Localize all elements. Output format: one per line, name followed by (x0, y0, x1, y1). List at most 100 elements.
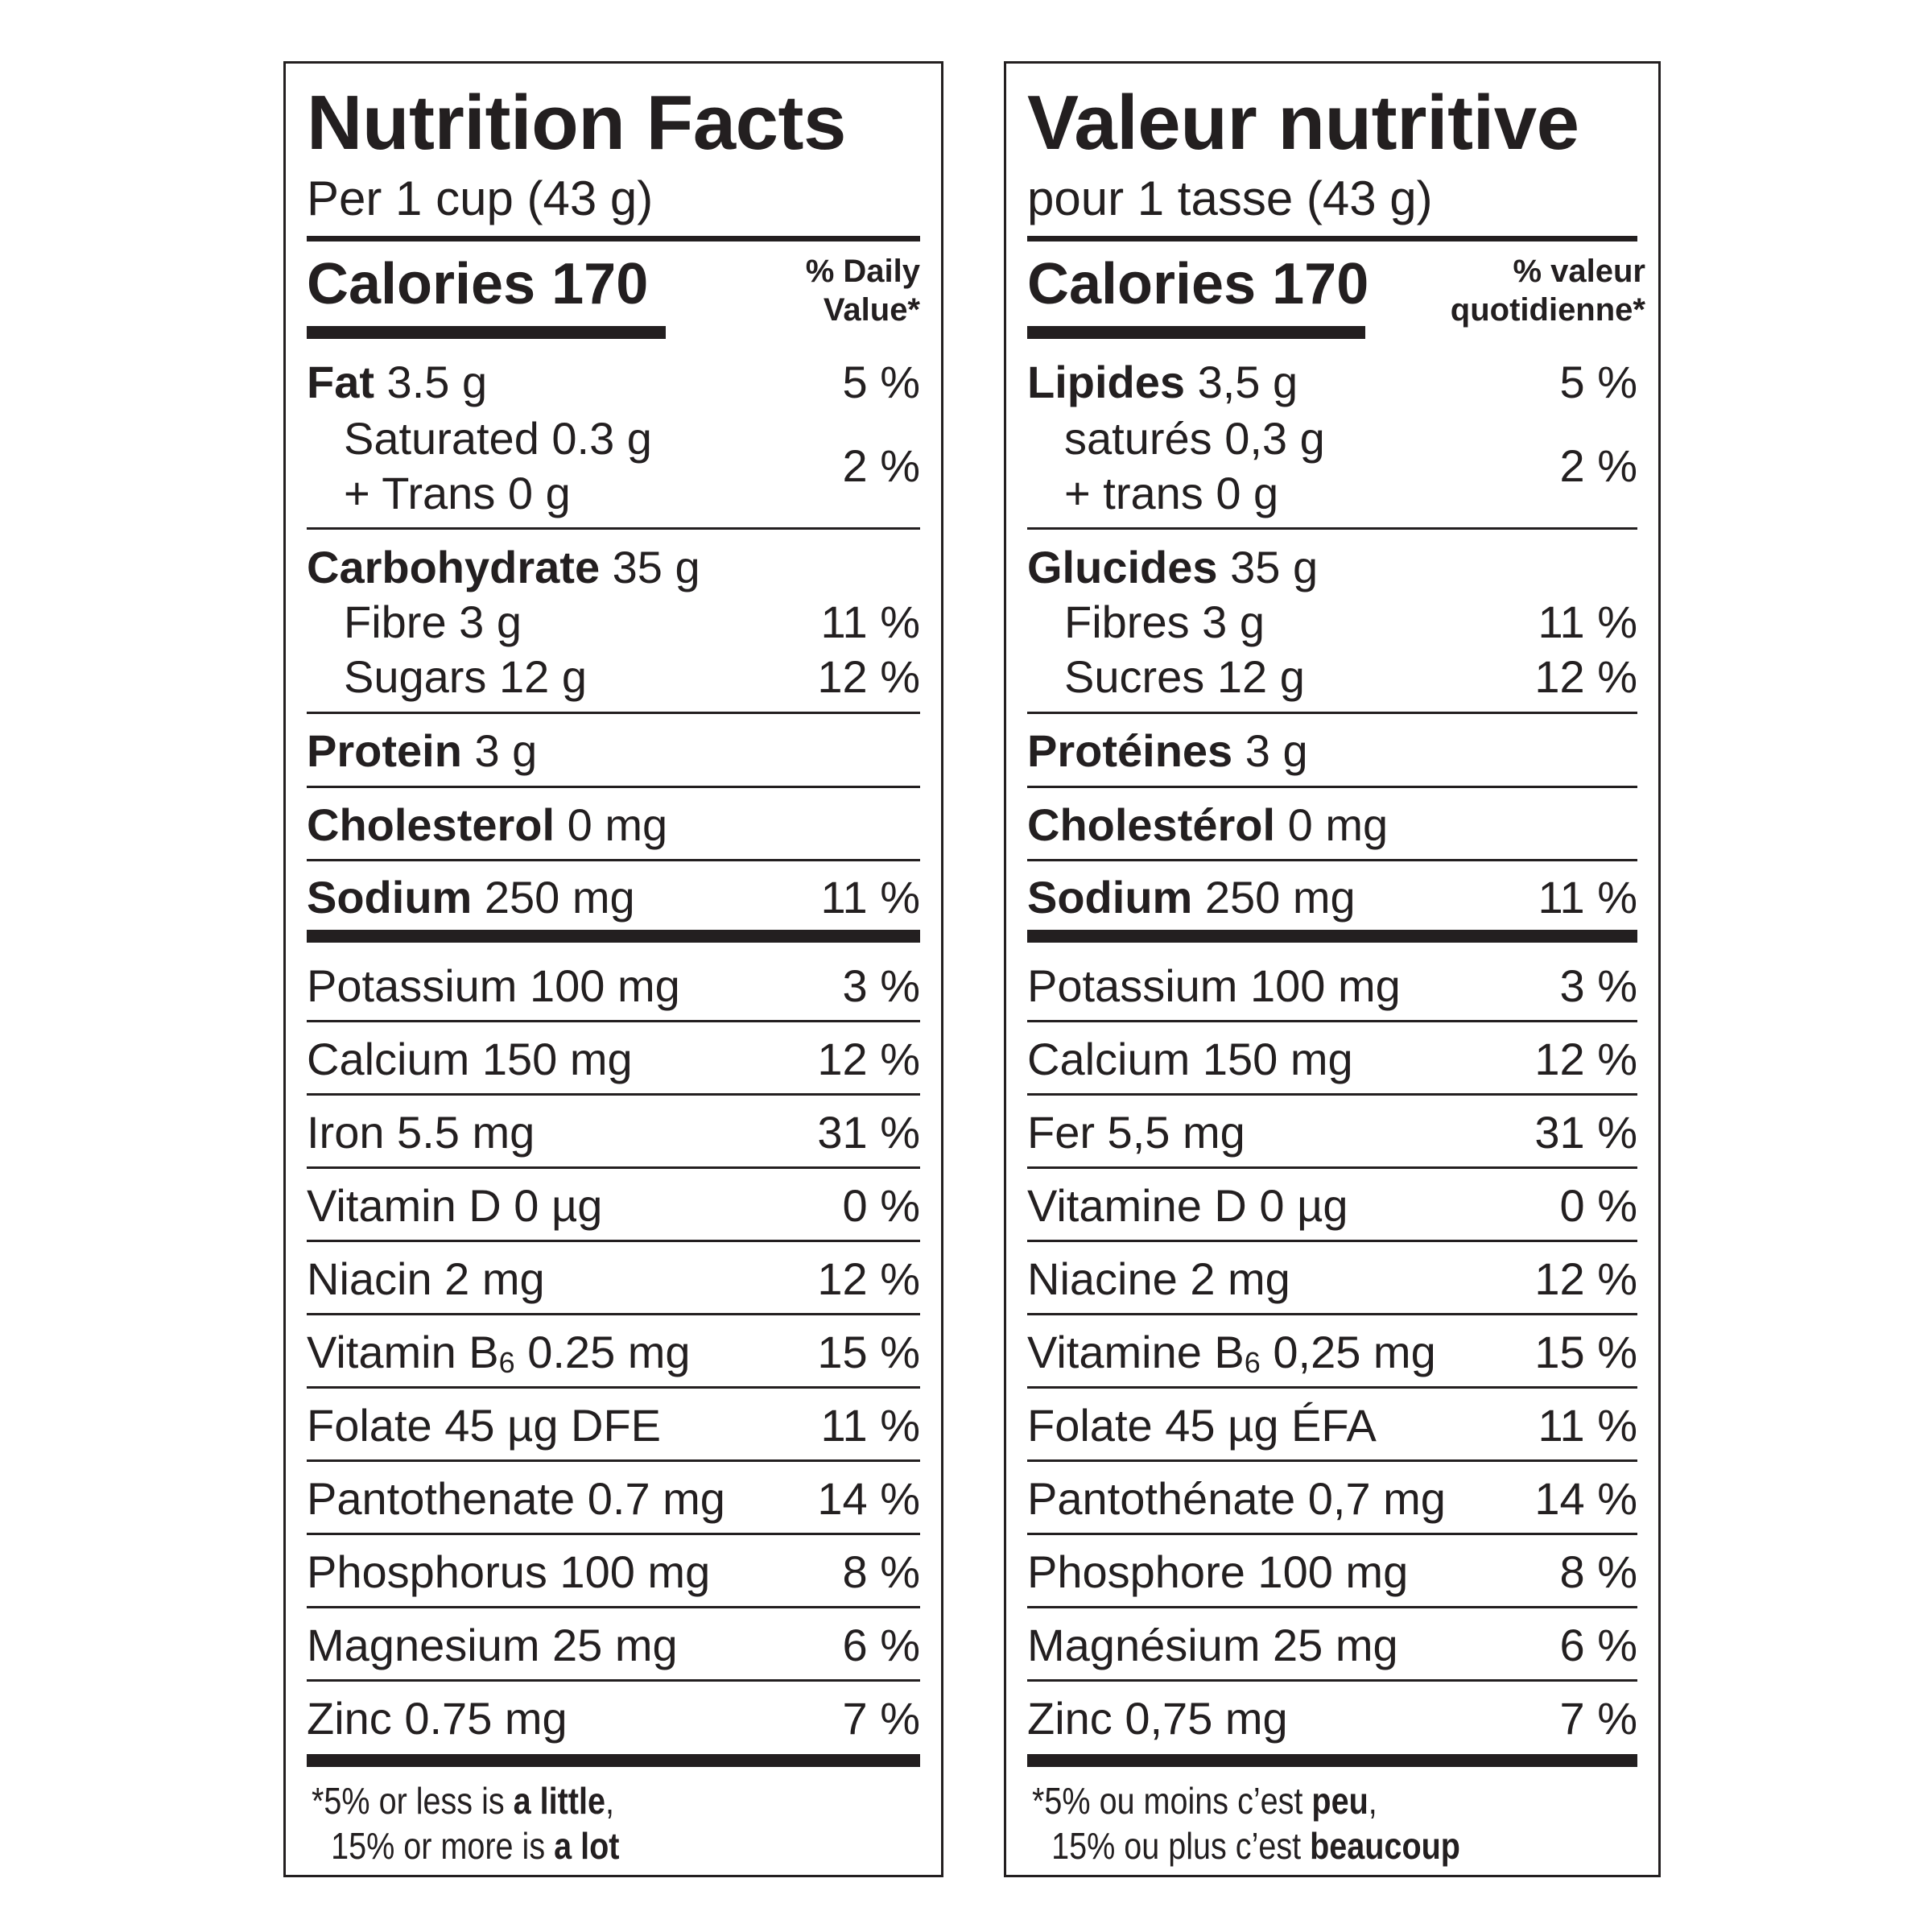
divider (307, 1020, 920, 1022)
folate-row: Folate 45 µg DFE (307, 1400, 662, 1451)
sodium-row: Sodium 250 mg (307, 875, 635, 920)
divider (1027, 786, 1637, 788)
footnote-emphasis: a lot (554, 1825, 620, 1867)
calories-bar (307, 326, 666, 339)
pantothenate-percent: 14 % (1534, 1473, 1637, 1524)
iron-percent: 31 % (1534, 1107, 1637, 1158)
divider (1027, 1093, 1637, 1096)
divider (1027, 1386, 1637, 1389)
thick-divider (1027, 1754, 1637, 1767)
sodium-label: Sodium (1027, 872, 1193, 923)
potassium-row: Potassium 100 mg (1027, 960, 1401, 1011)
fat-label: Fat (307, 357, 374, 407)
vitamin-b6-row: Vitamine B6 0,25 mg (1027, 1330, 1436, 1377)
serving-size: pour 1 tasse (43 g) (1027, 171, 1433, 225)
divider (1027, 1459, 1637, 1462)
footnote-line1: *5% ou moins c’est peu, (1032, 1778, 1460, 1823)
vitamin-d-row: Vitamine D 0 µg (1027, 1180, 1348, 1231)
footnote-line1: *5% or less is a little, (312, 1778, 619, 1823)
serving-size: Per 1 cup (43 g) (307, 171, 654, 225)
calcium-percent: 12 % (817, 1034, 920, 1084)
niacin-percent: 12 % (817, 1253, 920, 1304)
divider (1027, 1166, 1637, 1169)
vitamin-d-percent: 0 % (842, 1180, 921, 1231)
phosphorus-percent: 8 % (842, 1546, 921, 1597)
divider (1027, 1313, 1637, 1315)
divider (307, 527, 920, 530)
divider (1027, 859, 1637, 861)
protein-label: Protéines (1027, 725, 1233, 776)
divider (1027, 1020, 1637, 1022)
fat-amount: 3,5 g (1185, 357, 1298, 407)
fibre-percent: 11 % (820, 597, 920, 647)
folate-row: Folate 45 µg ÉFA (1027, 1400, 1377, 1451)
thick-divider (307, 930, 920, 943)
sodium-row: Sodium 250 mg (1027, 875, 1356, 920)
nutrition-facts-panel-en: Nutrition Facts Per 1 cup (43 g) Calorie… (283, 61, 943, 1877)
magnesium-row: Magnesium 25 mg (307, 1620, 678, 1670)
footnote: *5% ou moins c’est peu, 15% ou plus c’es… (1032, 1778, 1460, 1868)
trans-fat-row: + Trans 0 g (344, 468, 571, 518)
footnote-text: , (605, 1780, 614, 1822)
fibre-row: Fibres 3 g (1064, 597, 1265, 647)
calcium-percent: 12 % (1534, 1034, 1637, 1084)
divider (307, 1606, 920, 1608)
footnote: *5% or less is a little, 15% or more is … (312, 1778, 619, 1868)
footnote-text: 15% or more is (331, 1825, 555, 1867)
daily-value-header-line2: Value* (823, 292, 920, 328)
fat-row: Lipides 3,5 g (1027, 360, 1298, 405)
fibre-row: Fibre 3 g (344, 597, 522, 647)
daily-value-header-line2: quotidienne* (1450, 292, 1645, 328)
calcium-row: Calcium 150 mg (307, 1034, 633, 1084)
pantothenate-row: Pantothenate 0.7 mg (307, 1473, 725, 1524)
zinc-percent: 7 % (842, 1693, 921, 1744)
iron-percent: 31 % (817, 1107, 920, 1158)
sugars-percent: 12 % (817, 651, 920, 702)
saturated-trans-percent: 2 % (1559, 440, 1638, 491)
carbohydrate-label: Glucides (1027, 542, 1218, 592)
cholesterol-label: Cholestérol (1027, 799, 1276, 850)
vitamin-b6-row: Vitamin B6 0.25 mg (307, 1330, 691, 1377)
vitamin-b6-label: Vitamin B (307, 1327, 499, 1377)
zinc-percent: 7 % (1559, 1693, 1638, 1744)
footnote-emphasis: peu (1311, 1780, 1368, 1822)
pantothenate-row: Pantothénate 0,7 mg (1027, 1473, 1446, 1524)
calories-label: Calories 170 (307, 252, 649, 316)
footnote-text: , (1368, 1780, 1377, 1822)
thick-divider (307, 1754, 920, 1767)
fat-amount: 3.5 g (374, 357, 488, 407)
daily-value-header: % valeur quotidienne* (1451, 252, 1645, 329)
divider (307, 1679, 920, 1682)
saturated-trans-percent: 2 % (842, 440, 921, 491)
vitamin-b6-subscript: 6 (1244, 1346, 1261, 1379)
thick-divider (1027, 930, 1637, 943)
fat-row: Fat 3.5 g (307, 360, 487, 405)
sodium-amount: 250 mg (472, 872, 635, 923)
daily-value-header: % Daily Value* (806, 252, 920, 329)
fat-label: Lipides (1027, 357, 1186, 407)
protein-row: Protein 3 g (307, 729, 537, 774)
divider (307, 1093, 920, 1096)
divider (1027, 236, 1637, 242)
carbohydrate-row: Glucides 35 g (1027, 545, 1318, 590)
sodium-label: Sodium (307, 872, 473, 923)
daily-value-header-line1: % Daily (805, 254, 920, 289)
zinc-row: Zinc 0,75 mg (1027, 1693, 1288, 1744)
protein-amount: 3 g (1232, 725, 1308, 776)
carbohydrate-label: Carbohydrate (307, 542, 601, 592)
vitamin-b6-percent: 15 % (817, 1327, 920, 1377)
divider (307, 236, 920, 242)
zinc-row: Zinc 0.75 mg (307, 1693, 568, 1744)
sodium-percent: 11 % (1538, 872, 1637, 923)
vitamin-b6-amount: 0.25 mg (514, 1327, 691, 1377)
saturated-fat-row: Saturated 0.3 g (344, 413, 652, 464)
phosphorus-percent: 8 % (1559, 1546, 1638, 1597)
footnote-line2: 15% ou plus c’est beaucoup (1032, 1823, 1460, 1868)
vitamin-d-percent: 0 % (1559, 1180, 1638, 1231)
divider (307, 1313, 920, 1315)
vitamin-b6-subscript: 6 (498, 1346, 515, 1379)
cholesterol-row: Cholestérol 0 mg (1027, 803, 1388, 848)
sugars-row: Sucres 12 g (1064, 651, 1305, 702)
divider (307, 786, 920, 788)
divider (307, 1459, 920, 1462)
